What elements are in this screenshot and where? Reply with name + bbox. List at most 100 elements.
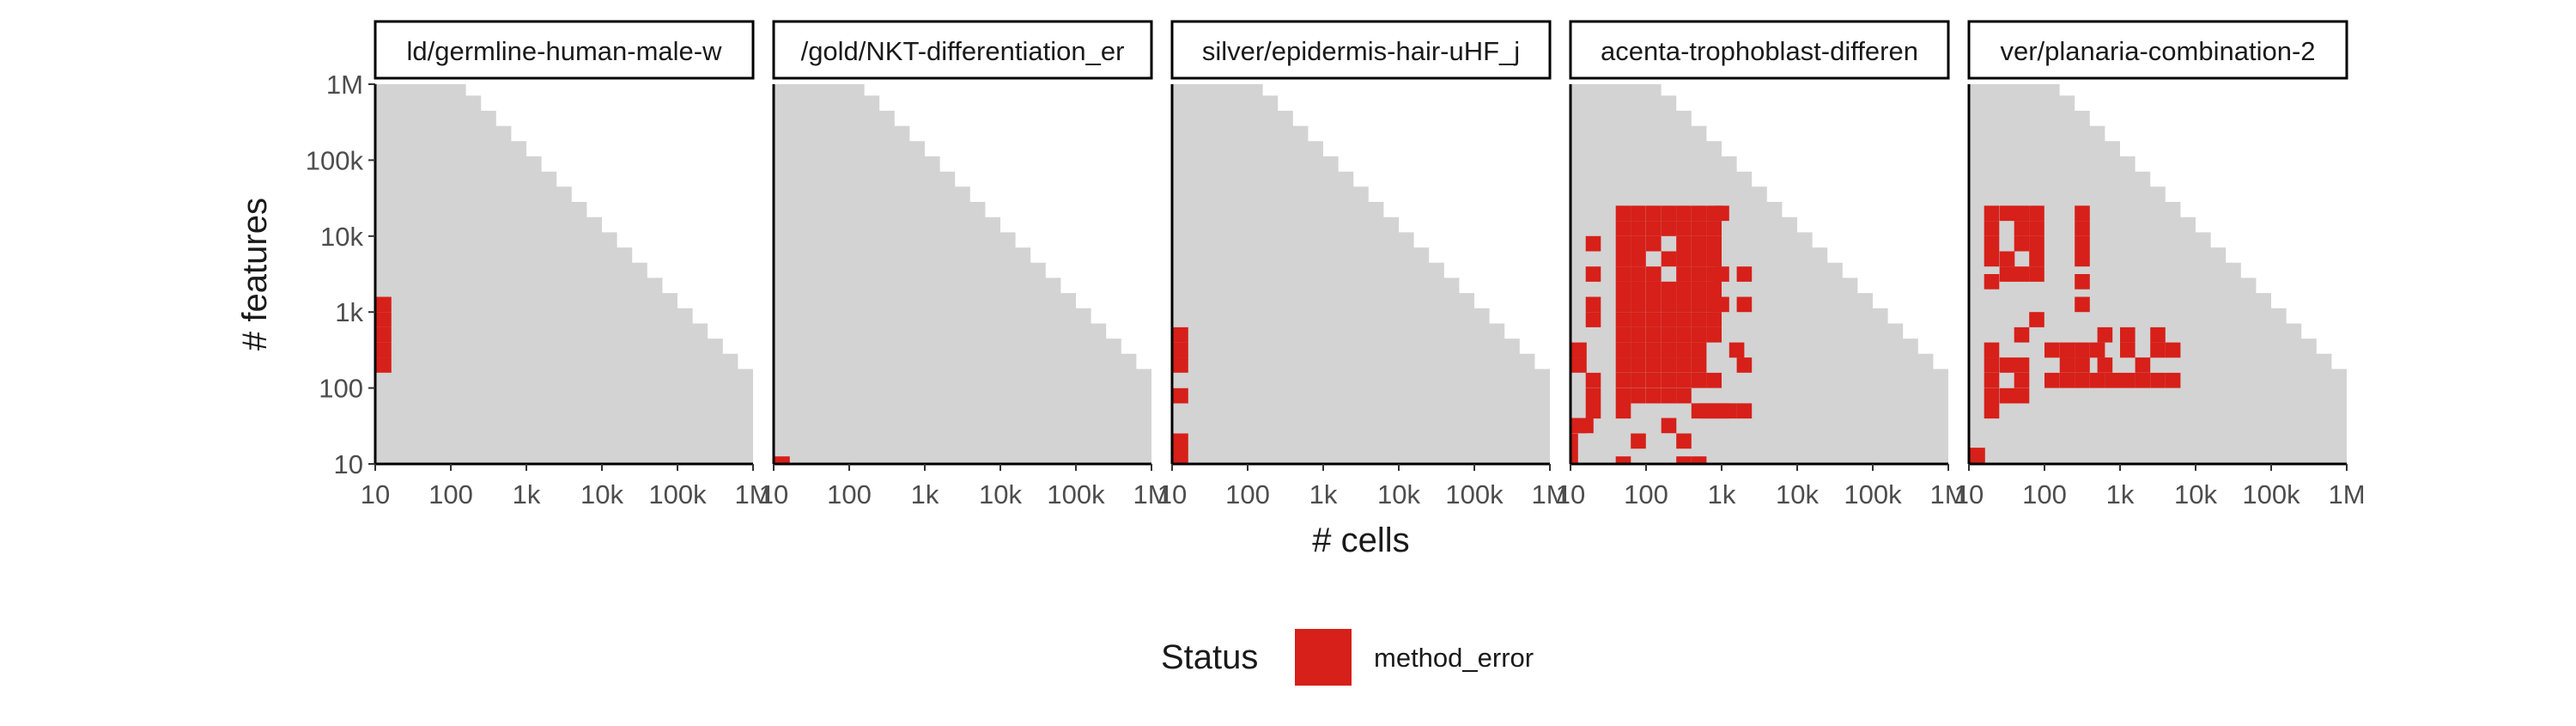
method-error-cell bbox=[1661, 312, 1677, 327]
method-error-cell bbox=[1173, 342, 1188, 358]
method-error-cell bbox=[1706, 281, 1722, 297]
method-error-cell bbox=[1631, 312, 1646, 327]
method-error-cell bbox=[1631, 266, 1646, 282]
x-tick-label: 100 bbox=[827, 479, 872, 509]
method-error-cell bbox=[1691, 372, 1707, 388]
method-error-cell bbox=[1706, 326, 1722, 343]
method-error-cell bbox=[2029, 205, 2044, 222]
method-error-cell bbox=[2075, 296, 2090, 313]
facet-title: ld/germline-human-male-w bbox=[407, 36, 723, 66]
method-error-cell bbox=[1676, 312, 1692, 327]
method-error-cell bbox=[775, 456, 790, 464]
feasible-region bbox=[774, 84, 1151, 464]
method-error-cell bbox=[2165, 342, 2181, 358]
method-error-cell bbox=[1571, 342, 1587, 358]
method-error-cell bbox=[2135, 357, 2151, 373]
method-error-cell bbox=[2075, 274, 2090, 290]
method-error-cell bbox=[1676, 251, 1692, 267]
method-error-cell bbox=[1615, 357, 1631, 373]
method-error-cell bbox=[1615, 266, 1631, 282]
method-error-cell bbox=[1173, 326, 1188, 343]
method-error-cell bbox=[2075, 342, 2090, 358]
method-error-cell bbox=[2089, 372, 2105, 388]
method-error-cell bbox=[1984, 205, 2000, 222]
strip-box bbox=[374, 20, 755, 80]
x-tick-label: 10k bbox=[2174, 479, 2217, 509]
method-error-cell bbox=[1999, 387, 2015, 404]
panel-content bbox=[1172, 84, 1550, 464]
facet-panel-2: /gold/NKT-differentiation_er 10 100 1k 10k 10… bbox=[759, 20, 1170, 509]
method-error-cell bbox=[1676, 357, 1692, 373]
method-error-cell bbox=[1706, 312, 1722, 327]
method-error-cell bbox=[1646, 221, 1662, 236]
method-error-cell bbox=[1676, 266, 1692, 282]
y-tick-label: 10 bbox=[334, 449, 363, 479]
method-error-cell bbox=[1999, 251, 2015, 267]
strip-box bbox=[1569, 20, 1950, 80]
facet-panel-3: silver/epidermis-hair-uHF_j 10 100 1k 10k 100… bbox=[1157, 20, 1569, 509]
method-error-cell bbox=[1615, 342, 1631, 358]
strip-box bbox=[772, 20, 1153, 80]
x-tick-label: 100k bbox=[1445, 479, 1504, 509]
method-error-cell bbox=[1661, 372, 1677, 388]
method-error-cell bbox=[2089, 342, 2105, 358]
facet-title: silver/epidermis-hair-uHF_j bbox=[1202, 36, 1520, 66]
method-error-cell bbox=[2014, 372, 2030, 388]
method-error-cell bbox=[1999, 266, 2015, 282]
method-error-cell bbox=[2097, 357, 2113, 373]
method-error-cell bbox=[2029, 312, 2044, 327]
method-error-cell bbox=[1661, 418, 1677, 434]
method-error-cell bbox=[1631, 357, 1646, 373]
method-error-cell bbox=[2014, 221, 2030, 236]
method-error-cell bbox=[2014, 205, 2030, 222]
method-error-cell bbox=[1676, 205, 1692, 222]
method-error-cell bbox=[1646, 312, 1662, 327]
x-tick-label: 10 bbox=[361, 479, 390, 509]
method-error-cell bbox=[1615, 296, 1631, 313]
method-error-cell bbox=[1691, 326, 1707, 343]
method-error-cell bbox=[1571, 357, 1587, 373]
facet-panel-4: acenta-trophoblast-differen 10 100 1k 10k 100… bbox=[1556, 20, 1967, 509]
method-error-cell bbox=[1714, 296, 1729, 313]
method-error-cell bbox=[2014, 326, 2030, 343]
strip-box bbox=[1967, 20, 2348, 80]
x-tick-label: 1M bbox=[1133, 479, 1170, 509]
method-error-cell bbox=[1615, 205, 1631, 222]
method-error-cell bbox=[1646, 357, 1662, 373]
method-error-cell bbox=[1984, 251, 2000, 267]
method-error-cell bbox=[1661, 296, 1677, 313]
method-error-cell bbox=[1676, 342, 1692, 358]
method-error-cell bbox=[1706, 372, 1722, 388]
method-error-cell bbox=[1676, 433, 1692, 449]
method-error-cell bbox=[1676, 372, 1692, 388]
method-error-cell bbox=[1585, 372, 1601, 388]
method-error-cell bbox=[1173, 387, 1188, 404]
method-error-cell bbox=[2120, 342, 2136, 358]
method-error-cell bbox=[2059, 357, 2075, 373]
method-error-cell bbox=[1984, 221, 2000, 236]
method-error-cell bbox=[2097, 326, 2113, 343]
panel-content bbox=[375, 84, 753, 464]
method-error-cell bbox=[1571, 433, 1578, 449]
method-error-cell bbox=[2135, 372, 2151, 388]
method-error-cell bbox=[376, 342, 392, 358]
method-error-cell bbox=[1984, 403, 2000, 419]
method-error-cell bbox=[1615, 387, 1631, 404]
method-error-cell bbox=[1661, 205, 1677, 222]
x-tick-label: 100 bbox=[1624, 479, 1668, 509]
feasible-region bbox=[1172, 84, 1550, 464]
method-error-cell bbox=[1984, 235, 2000, 252]
method-error-cell bbox=[376, 296, 392, 313]
method-error-cell bbox=[1970, 448, 1985, 463]
x-tick-label: 1M bbox=[1929, 479, 1966, 509]
method-error-cell bbox=[1646, 296, 1662, 313]
feasible-region bbox=[375, 84, 753, 464]
method-error-cell bbox=[376, 357, 392, 373]
method-error-cell bbox=[1631, 342, 1646, 358]
method-error-cell bbox=[1691, 456, 1707, 464]
panel-content bbox=[774, 84, 1151, 464]
method-error-cell bbox=[1646, 266, 1662, 282]
method-error-cell bbox=[2120, 372, 2136, 388]
method-error-cell bbox=[1661, 357, 1677, 373]
